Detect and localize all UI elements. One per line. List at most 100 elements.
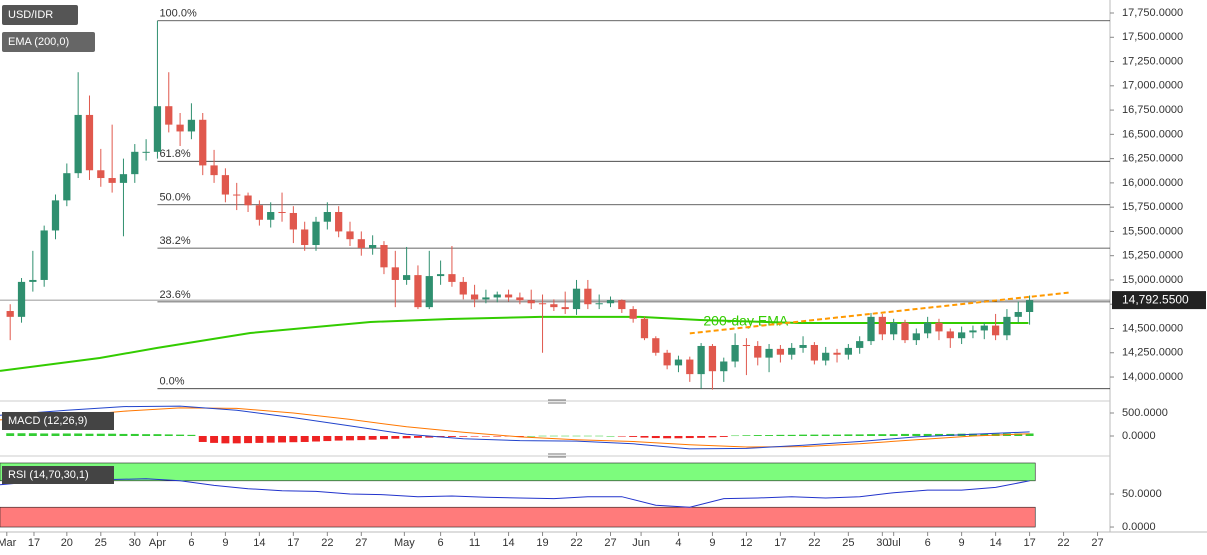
- candle-body: [391, 267, 399, 280]
- candle-body: [357, 239, 365, 248]
- histogram-bar: [776, 434, 785, 436]
- histogram-bar: [425, 435, 434, 438]
- current-price-box: [1112, 291, 1206, 310]
- histogram-bar: [266, 435, 275, 443]
- candle-body: [131, 151, 139, 175]
- symbol-box[interactable]: [2, 5, 78, 25]
- candle-body: [822, 352, 830, 361]
- fib-label: 61.8%: [159, 148, 190, 160]
- candle-body: [991, 325, 1000, 336]
- histogram-bar: [17, 433, 26, 436]
- histogram-bar: [481, 435, 490, 437]
- x-tick-label: 6: [438, 537, 444, 549]
- x-tick-label: 22: [808, 537, 820, 549]
- candle-body: [312, 221, 320, 246]
- histogram-bar: [810, 434, 819, 436]
- histogram-bar: [935, 433, 943, 436]
- x-tick-label: 9: [709, 537, 715, 549]
- histogram-bar: [606, 435, 615, 437]
- x-tick-label: 14: [989, 537, 1001, 549]
- histogram-bar: [629, 435, 638, 437]
- histogram-bar: [742, 435, 751, 436]
- histogram-bar: [130, 433, 139, 436]
- histogram-bar: [232, 435, 241, 444]
- candle-body: [482, 297, 490, 300]
- fib-label: 0.0%: [159, 376, 184, 388]
- x-tick-label: 11: [469, 537, 480, 549]
- candle-body: [436, 274, 445, 277]
- candle-body: [267, 212, 275, 220]
- candle-body: [17, 281, 26, 317]
- x-tick-label: 17: [774, 537, 786, 549]
- x-tick-label: 27: [355, 537, 367, 549]
- candle-body: [29, 279, 37, 282]
- y-tick-label: 17,000.0000: [1122, 80, 1183, 92]
- candle-body: [618, 300, 626, 310]
- histogram-bar: [289, 435, 298, 443]
- histogram-bar: [753, 435, 762, 436]
- y-tick-label: 15,000.0000: [1122, 274, 1183, 286]
- histogram-bar: [685, 435, 694, 439]
- x-tick-label: 25: [842, 537, 854, 549]
- histogram-bar: [357, 435, 366, 441]
- ema-line: [0, 315, 1029, 372]
- x-tick-label: 22: [321, 537, 333, 549]
- histogram-bar: [380, 435, 388, 440]
- histogram-bar: [538, 435, 547, 437]
- macd-line: [0, 405, 1030, 450]
- ema-label: 200-day EMA: [703, 312, 788, 328]
- pane-handle[interactable]: [548, 399, 566, 458]
- candle-body: [708, 345, 717, 372]
- y-tick-label: 500.0000: [1122, 407, 1168, 419]
- histogram-bar: [210, 435, 219, 443]
- candle-body: [459, 281, 467, 295]
- candle-body: [720, 361, 728, 372]
- histogram-bar: [912, 433, 921, 436]
- candle-body: [663, 352, 671, 366]
- histogram-bar: [96, 433, 105, 436]
- candle-body: [448, 274, 456, 282]
- histogram-bar: [719, 435, 728, 437]
- histogram-bar: [640, 435, 649, 438]
- macd-label-box: [2, 412, 114, 430]
- candle-body: [233, 194, 241, 196]
- histogram-bar: [40, 433, 49, 436]
- candle-body: [289, 212, 297, 230]
- histogram-bar: [255, 435, 264, 443]
- histogram-bar: [300, 435, 309, 442]
- x-tick-label: 6: [925, 537, 931, 549]
- histogram-bar: [844, 434, 853, 436]
- x-tick-label: Mar: [0, 537, 17, 549]
- candle-body: [335, 212, 343, 232]
- candle-body: [278, 212, 286, 214]
- candle-body: [346, 231, 354, 240]
- histogram-bar: [889, 434, 898, 436]
- y-tick-label: 16,250.0000: [1122, 153, 1183, 165]
- histogram-bar: [833, 434, 841, 436]
- x-tick-label: 17: [1023, 537, 1035, 549]
- histogram-bar: [561, 435, 570, 437]
- overbought-band: [0, 462, 1036, 482]
- x-tick-label: Apr: [149, 537, 166, 549]
- histogram-bar: [6, 433, 15, 436]
- fib-label: 38.2%: [159, 235, 190, 247]
- candle-body: [867, 316, 875, 342]
- candle-body: [504, 294, 513, 298]
- histogram-bar: [878, 434, 887, 436]
- candle-body: [97, 170, 105, 179]
- fib-label: 23.6%: [159, 289, 190, 301]
- candle-body: [788, 347, 796, 355]
- candle-body: [85, 114, 94, 171]
- histogram-bar: [164, 434, 173, 436]
- candle-body: [799, 344, 807, 348]
- candle-body: [810, 344, 819, 361]
- candle-body: [6, 311, 14, 317]
- histogram-bar: [855, 434, 864, 436]
- candle-body: [561, 307, 569, 310]
- x-tick-label: 30: [129, 537, 141, 549]
- indicator-box[interactable]: [2, 32, 95, 52]
- x-tick-label: 14: [502, 537, 514, 549]
- histogram-bar: [187, 434, 196, 436]
- histogram-bar: [447, 435, 456, 437]
